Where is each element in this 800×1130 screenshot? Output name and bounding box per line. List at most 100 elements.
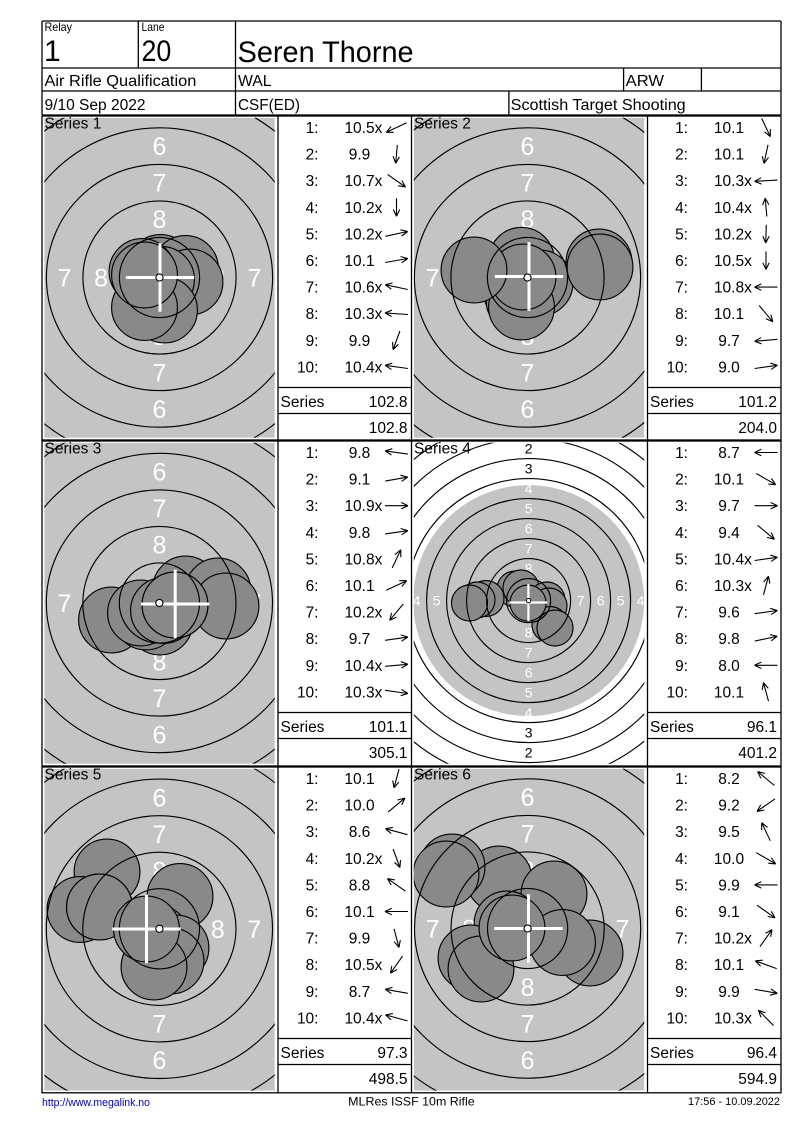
svg-text:8: 8 <box>211 916 225 944</box>
svg-text:10.1: 10.1 <box>344 253 374 270</box>
svg-text:7: 7 <box>521 1010 535 1038</box>
svg-text:9:: 9: <box>675 333 688 350</box>
svg-text:6: 6 <box>652 916 666 944</box>
svg-text:10:: 10: <box>666 684 688 701</box>
svg-text:3:: 3: <box>306 824 319 841</box>
svg-text:1:: 1: <box>306 120 319 137</box>
svg-text:8.7: 8.7 <box>718 445 740 462</box>
svg-text:10.2x: 10.2x <box>714 931 752 948</box>
svg-text:7:: 7: <box>675 280 688 297</box>
svg-text:8:: 8: <box>306 306 319 323</box>
svg-text:10:: 10: <box>297 1010 319 1027</box>
svg-text:3: 3 <box>525 461 533 477</box>
svg-text:7: 7 <box>152 685 166 713</box>
svg-text:7: 7 <box>152 1011 166 1039</box>
svg-text:10.5x: 10.5x <box>344 957 382 974</box>
svg-text:WAL: WAL <box>238 73 272 90</box>
svg-text:10.1: 10.1 <box>344 904 374 921</box>
svg-text:Air Rifle Qualification: Air Rifle Qualification <box>45 73 197 90</box>
svg-text:Series 5: Series 5 <box>45 767 102 784</box>
svg-text:6: 6 <box>525 521 533 537</box>
svg-text:3:: 3: <box>675 173 688 190</box>
svg-text:498.5: 498.5 <box>369 1071 408 1088</box>
svg-text:3: 3 <box>525 725 533 741</box>
svg-text:8: 8 <box>153 206 167 234</box>
svg-text:9.5: 9.5 <box>718 824 740 841</box>
svg-text:Scottish Target Shooting: Scottish Target Shooting <box>511 97 686 114</box>
svg-text:8:: 8: <box>675 306 688 323</box>
svg-text:8: 8 <box>152 532 166 560</box>
svg-text:2:: 2: <box>675 472 688 489</box>
svg-text:8:: 8: <box>306 957 319 974</box>
svg-text:9.1: 9.1 <box>718 904 740 921</box>
svg-text:3:: 3: <box>675 824 688 841</box>
svg-text:9.7: 9.7 <box>349 631 371 648</box>
svg-text:1:: 1: <box>675 120 688 137</box>
svg-text:6: 6 <box>284 590 298 618</box>
svg-text:6: 6 <box>152 721 166 749</box>
svg-text:10.3x: 10.3x <box>714 1010 752 1027</box>
svg-text:101.2: 101.2 <box>738 394 777 411</box>
svg-text:10.1: 10.1 <box>344 771 374 788</box>
svg-text:8.0: 8.0 <box>718 658 740 675</box>
svg-text:10.1: 10.1 <box>714 147 744 164</box>
svg-text:Series: Series <box>650 394 694 411</box>
svg-text:6: 6 <box>284 916 298 944</box>
svg-text:10.8x: 10.8x <box>714 280 752 297</box>
svg-text:Seren Thorne: Seren Thorne <box>238 36 414 69</box>
svg-text:4:: 4: <box>306 200 319 217</box>
svg-text:5:: 5: <box>306 551 319 568</box>
svg-text:CSF(ED): CSF(ED) <box>238 97 300 114</box>
svg-text:10:: 10: <box>297 684 319 701</box>
svg-text:2: 2 <box>525 441 533 457</box>
svg-text:Series 4: Series 4 <box>414 441 471 458</box>
svg-text:6: 6 <box>389 916 403 944</box>
svg-text:8.8: 8.8 <box>349 877 371 894</box>
svg-text:9.0: 9.0 <box>718 359 740 376</box>
svg-text:ARW: ARW <box>626 73 665 90</box>
svg-text:10.2x: 10.2x <box>344 200 382 217</box>
svg-text:7:: 7: <box>675 931 688 948</box>
svg-text:5:: 5: <box>306 226 319 243</box>
svg-text:7: 7 <box>58 265 72 293</box>
svg-text:Series 1: Series 1 <box>45 116 102 133</box>
svg-text:10.4x: 10.4x <box>344 359 382 376</box>
svg-text:2:: 2: <box>306 472 319 489</box>
svg-text:10.4x: 10.4x <box>344 658 382 675</box>
svg-text:4: 4 <box>525 705 533 721</box>
svg-text:3:: 3: <box>306 173 319 190</box>
svg-text:Series: Series <box>281 719 325 736</box>
svg-text:9.1: 9.1 <box>349 472 371 489</box>
svg-text:6: 6 <box>152 784 166 812</box>
svg-text:10.6x: 10.6x <box>344 280 382 297</box>
svg-text:6: 6 <box>597 593 605 609</box>
svg-text:4:: 4: <box>675 200 688 217</box>
svg-text:102.8: 102.8 <box>369 420 408 437</box>
svg-text:8: 8 <box>94 265 108 293</box>
svg-text:10.2x: 10.2x <box>714 226 752 243</box>
svg-text:401.2: 401.2 <box>738 745 777 762</box>
svg-text:6: 6 <box>21 590 35 618</box>
svg-text:9.9: 9.9 <box>718 877 740 894</box>
svg-text:594.9: 594.9 <box>738 1071 777 1088</box>
svg-text:8: 8 <box>521 974 535 1002</box>
svg-text:10.8x: 10.8x <box>344 551 382 568</box>
svg-text:7: 7 <box>521 170 535 198</box>
svg-text:Series 3: Series 3 <box>45 441 102 458</box>
svg-text:9:: 9: <box>306 984 319 1001</box>
svg-text:5: 5 <box>525 501 533 517</box>
svg-text:10.5x: 10.5x <box>344 120 382 137</box>
svg-text:Series: Series <box>650 719 694 736</box>
svg-text:7: 7 <box>152 821 166 849</box>
svg-text:5: 5 <box>433 593 441 609</box>
svg-text:10:: 10: <box>666 1010 688 1027</box>
svg-text:101.1: 101.1 <box>369 719 408 736</box>
svg-text:6: 6 <box>521 1047 535 1075</box>
svg-text:9.6: 9.6 <box>718 605 740 622</box>
svg-text:5:: 5: <box>675 877 688 894</box>
svg-text:10.0: 10.0 <box>714 851 745 868</box>
svg-text:7: 7 <box>521 821 535 849</box>
svg-text:9:: 9: <box>675 658 688 675</box>
svg-text:9.4: 9.4 <box>718 525 740 542</box>
svg-text:8:: 8: <box>675 957 688 974</box>
